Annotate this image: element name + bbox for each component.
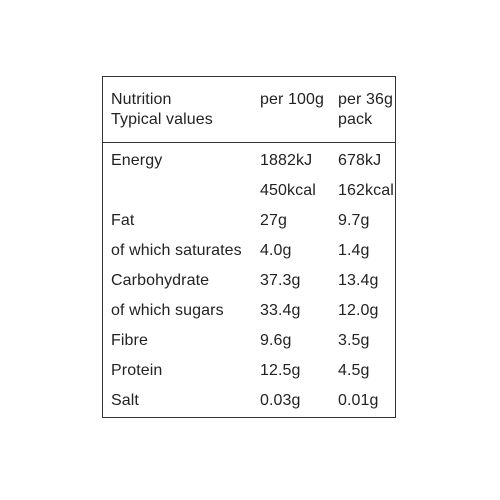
- value-fibre-perpack: 3.5g: [338, 332, 370, 349]
- value-fibre-per100: 9.6g: [260, 332, 292, 349]
- value-energy-kcal-perpack: 162kcal: [338, 182, 394, 199]
- table-subtitle: Typical values: [111, 111, 213, 128]
- nutrition-table: Nutrition Typical values per 100g per 36…: [102, 76, 396, 418]
- row-label-fibre: Fibre: [111, 332, 148, 349]
- value-carbohydrate-per100: 37.3g: [260, 272, 301, 289]
- row-label-salt: Salt: [111, 392, 139, 409]
- value-saturates-perpack: 1.4g: [338, 242, 370, 259]
- value-fat-perpack: 9.7g: [338, 212, 370, 229]
- value-saturates-per100: 4.0g: [260, 242, 292, 259]
- table-title: Nutrition: [111, 91, 172, 108]
- row-label-carbohydrate: Carbohydrate: [111, 272, 210, 289]
- row-label-saturates: of which saturates: [111, 242, 242, 259]
- value-sugars-perpack: 12.0g: [338, 302, 379, 319]
- row-label-fat: Fat: [111, 212, 135, 229]
- value-protein-perpack: 4.5g: [338, 362, 370, 379]
- column-header-perpack-line2: pack: [338, 111, 373, 128]
- value-carbohydrate-perpack: 13.4g: [338, 272, 379, 289]
- value-salt-perpack: 0.01g: [338, 392, 379, 409]
- value-salt-per100: 0.03g: [260, 392, 301, 409]
- row-label-sugars: of which sugars: [111, 302, 224, 319]
- row-label-energy: Energy: [111, 152, 163, 169]
- column-header-per100g: per 100g: [260, 91, 324, 108]
- column-header-perpack: per 36g: [338, 91, 393, 108]
- value-energy-kj-per100: 1882kJ: [260, 152, 313, 169]
- value-sugars-per100: 33.4g: [260, 302, 301, 319]
- value-energy-kj-perpack: 678kJ: [338, 152, 382, 169]
- row-label-protein: Protein: [111, 362, 163, 379]
- value-fat-per100: 27g: [260, 212, 287, 229]
- value-protein-per100: 12.5g: [260, 362, 301, 379]
- header-divider: [103, 142, 395, 143]
- value-energy-kcal-per100: 450kcal: [260, 182, 316, 199]
